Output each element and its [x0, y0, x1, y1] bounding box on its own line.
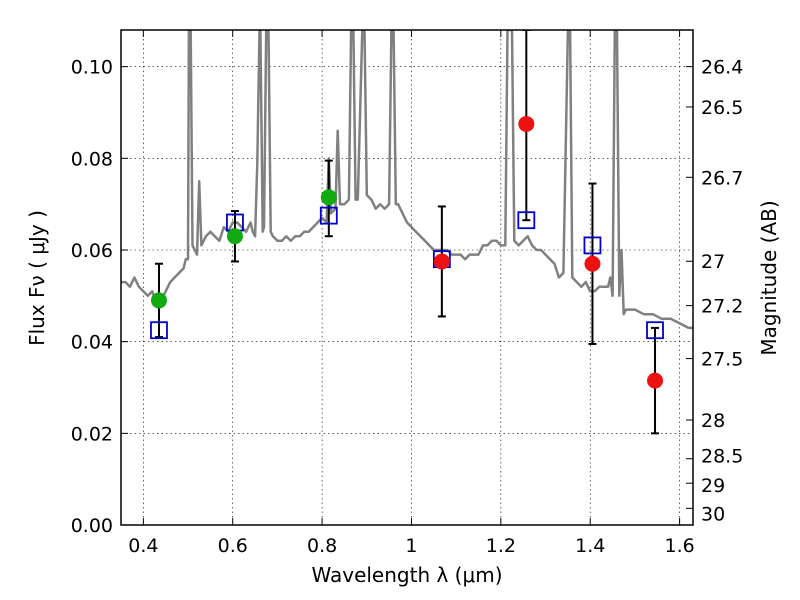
y-tick-label: 0.00: [71, 515, 113, 537]
magnitude-tick-label: 27.2: [701, 296, 743, 318]
green-point: [320, 189, 337, 206]
magnitude-tick-label: 26.4: [701, 57, 743, 79]
magnitude-tick-label: 28.5: [701, 446, 743, 468]
observed-points: [150, 115, 664, 389]
x-tick-label: 1.6: [664, 535, 694, 557]
magnitude-tick-label: 30: [701, 503, 725, 525]
magnitude-tick-label: 27.5: [701, 349, 743, 371]
green-point: [150, 292, 167, 309]
magnitude-tick-label: 29: [701, 475, 725, 497]
x-tick-label: 0.6: [218, 535, 248, 557]
x-tick-label: 1.2: [486, 535, 516, 557]
plot-background: [121, 30, 693, 525]
x-tick-label: 0.8: [307, 535, 337, 557]
green-point: [226, 228, 243, 245]
red-point: [433, 253, 450, 270]
x-tick-label: 1.4: [575, 535, 605, 557]
magnitude-tick-label: 26.7: [701, 167, 743, 189]
y-tick-label: 0.04: [71, 332, 113, 354]
model-spectrum: [121, 30, 693, 330]
magnitude-tick-label: 27: [701, 251, 725, 273]
spectrum-line: [121, 30, 693, 330]
red-point: [518, 115, 535, 132]
magnitude-tick-label: 28: [701, 410, 725, 432]
y-tick-label: 0.08: [71, 148, 113, 170]
x-tick-label: 0.4: [128, 535, 158, 557]
plot-frame: [120, 29, 694, 526]
y-tick-label: 0.02: [71, 423, 113, 445]
magnitude-axis-ticks: 26.4 26.5 26.7 27 27.2 27.5 28 28.5 29 30: [686, 57, 743, 525]
y-tick-label: 0.06: [71, 240, 113, 262]
y-axis-ticks: 0.00 0.02 0.04 0.06 0.08 0.10: [71, 57, 128, 537]
magnitude-tick-label: 26.5: [701, 97, 743, 119]
model-square: [319, 206, 338, 225]
y-axis-label: Flux Fν ( μJy ): [25, 210, 49, 346]
red-point: [647, 372, 664, 389]
magnitude-axis-label: Magnitude (AB): [757, 200, 781, 355]
red-point: [584, 255, 601, 272]
grid-lines: [121, 30, 693, 526]
x-axis-label: Wavelength λ (μm): [311, 563, 502, 587]
x-tick-label: 1: [405, 535, 417, 557]
model-square: [646, 321, 664, 340]
x-axis-ticks: 0.4 0.6 0.8 1 1.2 1.4 1.6: [128, 30, 695, 557]
model-square: [517, 211, 536, 230]
model-square: [583, 236, 602, 255]
model-square: [150, 321, 168, 340]
y-tick-label: 0.10: [71, 57, 113, 79]
